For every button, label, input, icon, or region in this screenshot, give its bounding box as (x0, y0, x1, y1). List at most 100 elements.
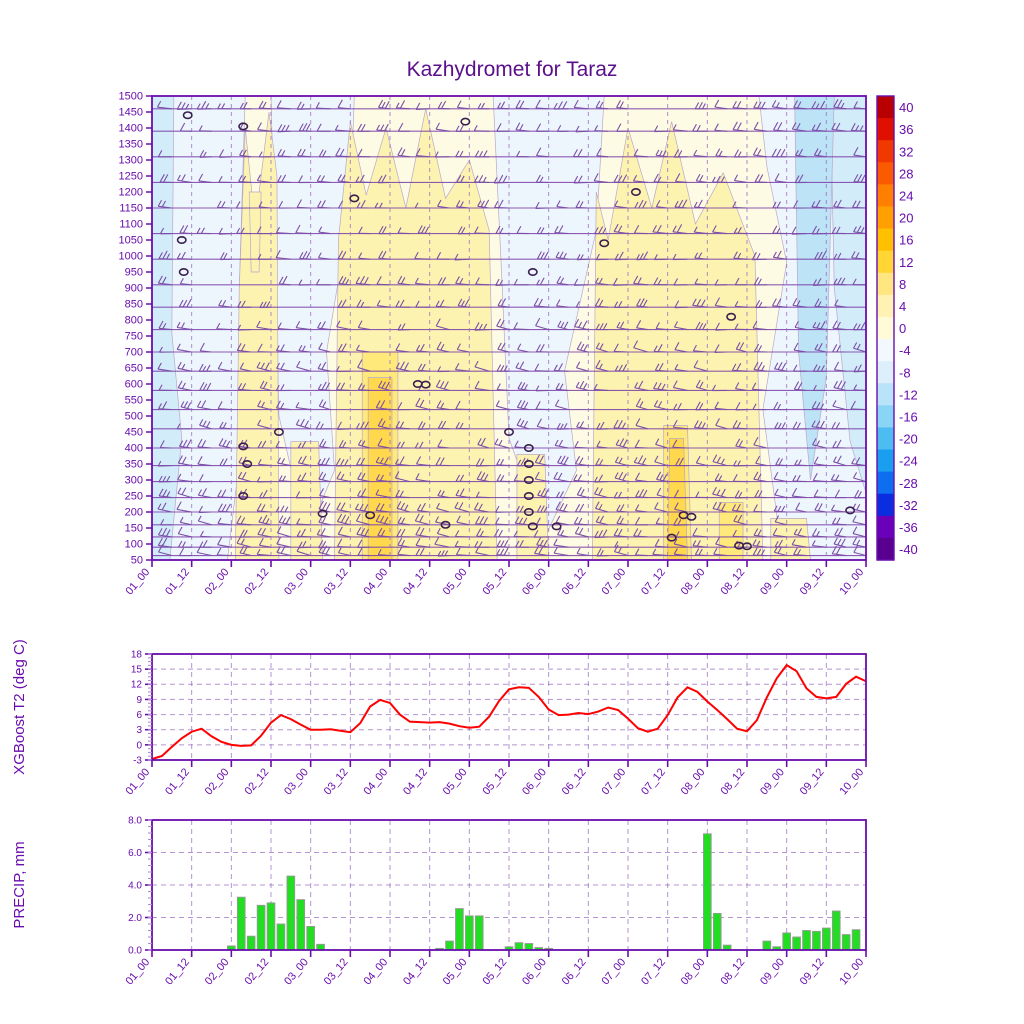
colorbar-label: 36 (899, 122, 913, 137)
y-tick-label: 8.0 (128, 815, 142, 826)
precip-bar (792, 936, 801, 951)
colorbar-swatch (877, 405, 894, 429)
precip-bar (712, 912, 722, 951)
precip-bar (474, 915, 484, 951)
xgboost-t2-panel: 18 15 12 9 6 3 0 -301_00 01_12 02_00 02_12 03_00 03_… (11, 640, 867, 797)
colorbar-label: 16 (899, 233, 913, 248)
y-tick-label: 2.0 (128, 913, 142, 924)
precip-bar (762, 940, 772, 951)
x-tick-label: 10_00 (837, 566, 866, 597)
colorbar-label: -28 (899, 476, 918, 491)
x-tick-label: 04_12 (401, 766, 430, 797)
colorbar-swatch (877, 184, 894, 208)
x-axis-ticks: 01_00 01_12 02_00 02_12 03_00 03_12 04_00 04_12… (123, 760, 867, 797)
x-tick-label: 07_00 (599, 566, 628, 597)
precip-panel: 8.0 6.0 4.0 2.0 0.001_00 01_12 02_00 02_12 03_00… (11, 815, 867, 987)
y-axis: 1500 1450 1400 1350 1300 1250 1200 1150 1100 1050… (119, 91, 152, 567)
colorbar-swatch (877, 250, 894, 274)
y-axis: 8.0 6.0 4.0 2.0 0.0 (128, 815, 152, 956)
precip-bar (831, 910, 841, 951)
wind-temperature-cross-section-panel: 1500145014001350130012501200115011001050… (119, 91, 918, 598)
precip-bar (296, 899, 306, 951)
x-tick-label: 06_00 (520, 956, 549, 987)
colorbar-label: -16 (899, 409, 918, 424)
x-tick-label: 02_00 (203, 766, 232, 797)
page-title: Kazhydromet for Taraz (406, 58, 618, 81)
y-axis-label: XGBoost T2 (deg C) (11, 640, 28, 775)
x-tick-label: 08_00 (679, 766, 708, 797)
y-tick-label: 800 (125, 315, 143, 327)
colorbar-swatch (877, 228, 894, 252)
x-tick-label: 05_00 (441, 956, 470, 987)
colorbar-label: -36 (899, 520, 918, 535)
x-tick-label: 07_12 (639, 956, 668, 987)
x-tick-label: 03_00 (282, 566, 311, 597)
x-tick-label: 05_00 (441, 566, 470, 597)
x-tick-label: 04_00 (361, 566, 390, 597)
y-tick-label: 1300 (119, 155, 143, 167)
y-tick-label: 1450 (119, 107, 143, 119)
colorbar-label: -4 (899, 343, 911, 358)
x-tick-label: 10_00 (837, 956, 866, 987)
x-tick-label: 02_12 (242, 956, 271, 987)
y-tick-label: 18 (131, 649, 143, 660)
x-tick-label: 04_12 (401, 956, 430, 987)
colorbar-swatch (877, 206, 894, 230)
y-tick-label: 6 (136, 710, 142, 721)
colorbar-swatch (877, 140, 894, 163)
colorbar-label: 40 (899, 100, 913, 115)
x-tick-label: 01_12 (163, 956, 192, 987)
y-tick-label: 1200 (119, 187, 143, 199)
x-axis-ticks: 01_00 01_12 02_00 02_12 03_00 03_12 04_00 04_12… (123, 950, 867, 987)
x-tick-label: 03_12 (322, 956, 351, 987)
x-tick-label: 03_00 (282, 766, 311, 797)
x-tick-label: 03_12 (322, 566, 351, 597)
colorbar-swatch (877, 471, 894, 495)
x-tick-label: 03_00 (282, 956, 311, 987)
precip-bar (812, 930, 821, 951)
precip-bar (802, 930, 811, 951)
x-tick-label: 07_00 (599, 956, 628, 987)
precip-bar (822, 927, 831, 951)
y-tick-label: 600 (125, 379, 143, 391)
precip-bar (236, 896, 246, 951)
x-tick-label: 09_12 (798, 566, 827, 597)
y-tick-label: 250 (125, 491, 143, 503)
colorbar-label: 8 (899, 277, 906, 292)
y-tick-label: 1000 (119, 251, 143, 263)
y-tick-label: 500 (125, 411, 143, 423)
x-tick-label: 02_12 (242, 766, 271, 797)
colorbar-label: 12 (899, 255, 913, 270)
y-tick-label: 15 (131, 665, 143, 676)
colorbar-label: -32 (899, 498, 918, 513)
precip-bar (841, 934, 851, 951)
x-tick-label: 06_00 (520, 566, 549, 597)
precip-bar (465, 915, 474, 951)
y-tick-label: 12 (131, 680, 143, 691)
y-tick-label: 9 (136, 695, 142, 706)
y-tick-label: 1500 (119, 91, 143, 103)
y-tick-label: 1100 (119, 219, 143, 231)
x-tick-label: 09_00 (758, 766, 787, 797)
x-tick-label: 08_00 (679, 956, 708, 987)
y-tick-label: 900 (125, 283, 143, 295)
precip-bar (276, 923, 286, 951)
y-tick-label: 350 (125, 459, 143, 471)
precip-bar (455, 908, 464, 951)
x-tick-label: 09_12 (798, 956, 827, 987)
y-tick-label: 400 (125, 443, 143, 455)
x-tick-label: 02_00 (203, 956, 232, 987)
colorbar-label: 24 (899, 189, 913, 204)
y-tick-label: 0 (136, 740, 142, 751)
precip-bar (266, 902, 276, 951)
temperature-line (151, 663, 867, 760)
precip-bar (286, 875, 296, 951)
y-tick-label: 1250 (119, 171, 143, 183)
x-tick-label: 09_00 (758, 566, 787, 597)
x-tick-label: 10_00 (837, 766, 866, 797)
colorbar-swatch (877, 493, 894, 517)
wind-barbs (152, 99, 866, 557)
y-tick-label: 4.0 (128, 880, 142, 891)
y-axis: 18 15 12 9 6 3 0 -3 (131, 649, 152, 766)
x-tick-label: 08_12 (718, 566, 747, 597)
